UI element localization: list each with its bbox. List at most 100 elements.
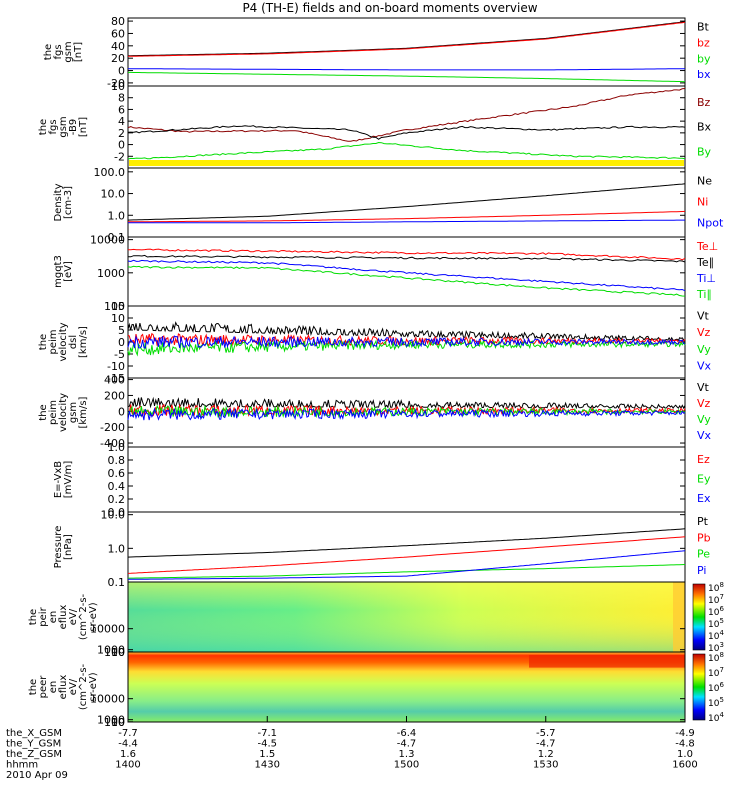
x-tick-label: 1500 [394, 760, 419, 771]
y-axis-label: (cm^2-s- [78, 593, 89, 640]
figure-title: P4 (TH-E) fields and on-board moments ov… [242, 1, 537, 15]
x-tick-label: 1.3 [399, 749, 415, 760]
y-tick-label: 0.4 [108, 480, 126, 493]
colorbar-label: 105 [708, 696, 724, 709]
panel-press: 10.0 1.0 0.1 Pressure [nPa] Pt Pb Pe Pi [53, 509, 711, 589]
y-axis-label: fgs [48, 119, 59, 134]
legend-Vx: Vx [697, 429, 712, 442]
panel-vgsm: 400 200 0 -200 -400 the peim velocity gsm [km/s] V… [38, 374, 712, 450]
legend-Vz: Vz [697, 397, 711, 410]
series-line-Te∥ [128, 254, 686, 263]
series-line-Ti∥ [127, 265, 686, 297]
spectrogram-ion-edge [673, 582, 685, 652]
y-tick-label: 10 [111, 646, 125, 659]
legend-Npot: Npot [697, 217, 724, 230]
colorbar-label: 104 [708, 629, 724, 642]
date-label: 2010 Apr 09 [6, 770, 68, 781]
series-line-By [127, 141, 686, 160]
x-tick-label: 1430 [255, 760, 280, 771]
y-axis-label: Pressure [53, 526, 64, 569]
y-axis-label: the [28, 679, 39, 695]
y-axis-label: [km/s] [78, 396, 89, 428]
series-line-bz [128, 21, 686, 57]
legend-Vx: Vx [697, 360, 712, 373]
series-line-bx [128, 68, 685, 71]
y-tick-label: 10000 [90, 623, 125, 636]
y-axis-label: the [38, 404, 49, 420]
x-row-label: the_Y_GSM [6, 739, 61, 750]
y-tick-label: 10.0 [101, 509, 126, 522]
series-line-Vx [127, 407, 686, 421]
y-tick-label: 20 [111, 52, 125, 65]
x-tick-label: -4.4 [118, 739, 138, 750]
y-tick-label: -20 [107, 77, 125, 90]
legend-Ey: Ey [697, 472, 711, 485]
x-tick-label: -4.5 [257, 739, 277, 750]
y-axis-label: E=-VxB [53, 461, 64, 498]
legend-bz: bz [697, 36, 710, 49]
y-tick-label: 100 [104, 716, 125, 729]
y-axis-label: the [38, 334, 49, 350]
legend-Ni: Ni [697, 196, 708, 209]
series-line-Bx [127, 125, 686, 140]
y-axis-label: sr-eV) [88, 672, 99, 701]
y-axis-label: velocity [58, 393, 69, 432]
panel-dens: 100.0 10.0 1.0 0.1 Density [cm-3] Ne Ni Npot [53, 166, 724, 244]
x-tick-label: 1.2 [538, 749, 554, 760]
y-axis-label: sr-eV) [88, 602, 99, 631]
legend-Vy: Vy [697, 343, 711, 356]
y-tick-label: 6 [118, 103, 125, 116]
x-tick-label: -5.7 [536, 728, 556, 739]
y-axis-label: mgqt3 [53, 255, 64, 288]
series-line-Pb [127, 536, 686, 574]
colorbar-label: 105 [708, 617, 724, 630]
series-line-Pi [128, 550, 686, 580]
y-axis-label: -B9 [68, 119, 79, 135]
y-tick-label: 80 [111, 15, 125, 28]
y-tick-label: 40 [111, 40, 125, 53]
y-axis-label: eflux [58, 675, 69, 700]
y-tick-label: 0.2 [108, 493, 126, 506]
colorbar-label: 106 [708, 681, 724, 694]
y-tick-label: 0.8 [108, 454, 126, 467]
series-line-Npot [128, 219, 685, 224]
y-axis-label: gsm [68, 402, 79, 423]
y-tick-label: 0.1 [108, 231, 126, 244]
legend-Te⊥: Te⊥ [696, 240, 718, 253]
x-tick-label: 1600 [672, 760, 697, 771]
y-axis-label: eV/ [68, 608, 79, 625]
y-axis-label: [nT] [73, 42, 84, 62]
y-tick-label: 0 [118, 405, 125, 418]
y-tick-label: 10000 [90, 693, 125, 706]
y-axis-label: [nT] [78, 117, 89, 137]
colorbar-label: 107 [708, 593, 724, 606]
x-tick-label: -4.7 [536, 739, 556, 750]
legend-Pi: Pi [697, 564, 706, 577]
y-axis-label: peim [48, 329, 59, 354]
x-tick-label: -4.9 [675, 728, 695, 739]
series-line-Pe [127, 564, 686, 579]
y-tick-label: 0 [118, 139, 125, 152]
series-line-Bt [128, 21, 686, 57]
legend-By: By [697, 146, 712, 159]
y-tick-label: -15 [107, 372, 125, 385]
y-tick-label: 8 [118, 92, 125, 105]
y-tick-label: 1.0 [108, 209, 126, 222]
y-tick-label: 1000 [97, 714, 125, 727]
y-axis-label: fgs [53, 44, 64, 59]
y-axis-label: the [43, 44, 54, 60]
x-tick-label: 1400 [115, 760, 140, 771]
y-tick-label: 5 [118, 324, 125, 337]
legend-Vt: Vt [697, 381, 710, 394]
y-axis-label: [mV/m] [63, 461, 74, 499]
x-tick-label: -4.8 [675, 739, 695, 750]
y-axis-label: Density [53, 183, 64, 221]
x-row-label: hhmm [6, 760, 38, 771]
y-axis-label: gsm [58, 116, 69, 137]
x-tick-label: -7.7 [118, 728, 138, 739]
colorbar-label: 103 [708, 641, 724, 654]
x-tick-label: 1.5 [259, 749, 275, 760]
